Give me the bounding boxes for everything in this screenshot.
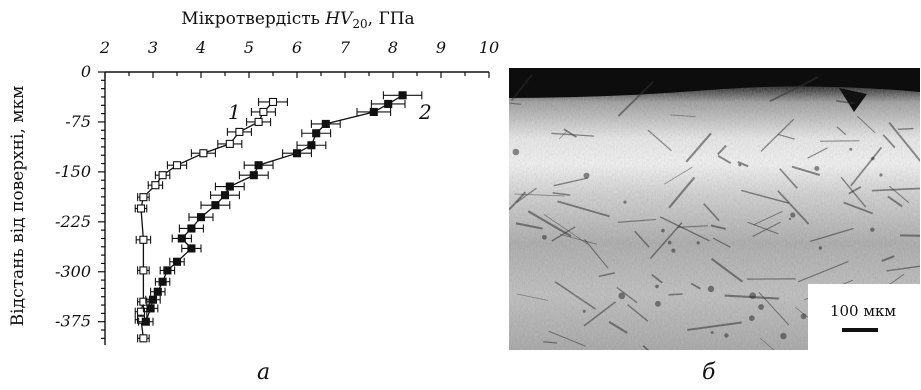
axes: 2 3 4 5 6 7 8 9 10 0 -75 -150 -225 -300 -375 <box>55 38 499 345</box>
data-point <box>268 97 278 107</box>
panel-label-b: б <box>702 360 716 385</box>
x-tick-label: 9 <box>436 38 446 57</box>
data-point <box>172 161 182 170</box>
data-point <box>398 91 407 100</box>
y-axis-label: Відстань від поверхні, мкм <box>8 86 28 327</box>
x-tick-label: 10 <box>479 38 499 57</box>
series-label-2: 2 <box>418 100 432 124</box>
data-point <box>254 161 263 170</box>
data-point <box>172 257 182 266</box>
data-point <box>235 127 244 136</box>
data-point <box>254 117 263 126</box>
chart-title-symbol: HV <box>324 9 354 29</box>
data-point <box>225 139 234 148</box>
scale-bar-box: 100 мкм <box>808 284 920 350</box>
data-point <box>249 171 258 180</box>
y-tick-label: -300 <box>55 262 91 281</box>
y-tick-label: -225 <box>55 212 91 231</box>
data-point <box>136 307 146 316</box>
series-layer <box>134 91 423 343</box>
data-point <box>139 235 148 244</box>
data-point <box>163 266 172 275</box>
chart-title-subscript: 20 <box>352 17 367 31</box>
chart-title: Мікротвердість HV20, ГПа <box>181 9 414 31</box>
data-point <box>153 287 162 296</box>
scale-bar <box>842 328 878 332</box>
y-tick-label: -375 <box>55 312 91 331</box>
data-point <box>139 334 148 343</box>
data-point <box>259 107 268 117</box>
data-point <box>211 201 220 210</box>
series-2 <box>138 91 423 326</box>
data-point <box>292 149 302 158</box>
data-point <box>220 191 230 200</box>
data-point <box>177 234 186 243</box>
series-2-line <box>145 94 403 322</box>
micrograph-image <box>509 68 920 350</box>
data-point <box>139 266 148 275</box>
chart-title-suffix: , ГПа <box>368 9 415 29</box>
data-point <box>139 193 148 202</box>
hardness-depth-chart: Мікротвердість HV20, ГПа Відстань від по… <box>8 9 499 345</box>
data-point <box>312 129 321 138</box>
data-point <box>196 213 206 222</box>
data-point <box>369 107 378 117</box>
x-tick-label: 4 <box>195 38 206 57</box>
chart-title-prefix: Мікротвердість <box>181 9 325 29</box>
data-point <box>187 244 196 253</box>
data-point <box>136 204 146 213</box>
series-label-1: 1 <box>228 100 241 124</box>
panel-label-a: а <box>257 360 271 385</box>
data-point <box>187 224 196 233</box>
x-tick-label: 2 <box>99 38 110 57</box>
data-point <box>307 141 316 150</box>
data-point <box>158 171 167 180</box>
data-point <box>199 149 208 158</box>
series-1 <box>134 97 288 343</box>
x-tick-label: 7 <box>340 38 351 57</box>
data-point <box>158 277 167 286</box>
data-point <box>321 119 330 128</box>
data-point <box>146 304 155 313</box>
data-point <box>384 99 393 109</box>
data-point <box>148 295 158 304</box>
series-1-line <box>140 101 274 339</box>
y-tick-label: -150 <box>55 162 91 181</box>
y-tick-label: 0 <box>81 62 91 81</box>
x-tick-label: 8 <box>388 38 398 57</box>
micrograph-panel: 100 мкм <box>509 68 920 350</box>
x-tick-label: 5 <box>244 38 254 57</box>
data-point <box>141 317 150 326</box>
data-point <box>151 181 160 190</box>
y-tick-label: -75 <box>65 112 91 131</box>
x-tick-label: 6 <box>292 38 302 57</box>
scale-bar-label: 100 мкм <box>829 302 897 320</box>
x-tick-label: 3 <box>148 38 158 57</box>
data-point <box>225 182 234 191</box>
